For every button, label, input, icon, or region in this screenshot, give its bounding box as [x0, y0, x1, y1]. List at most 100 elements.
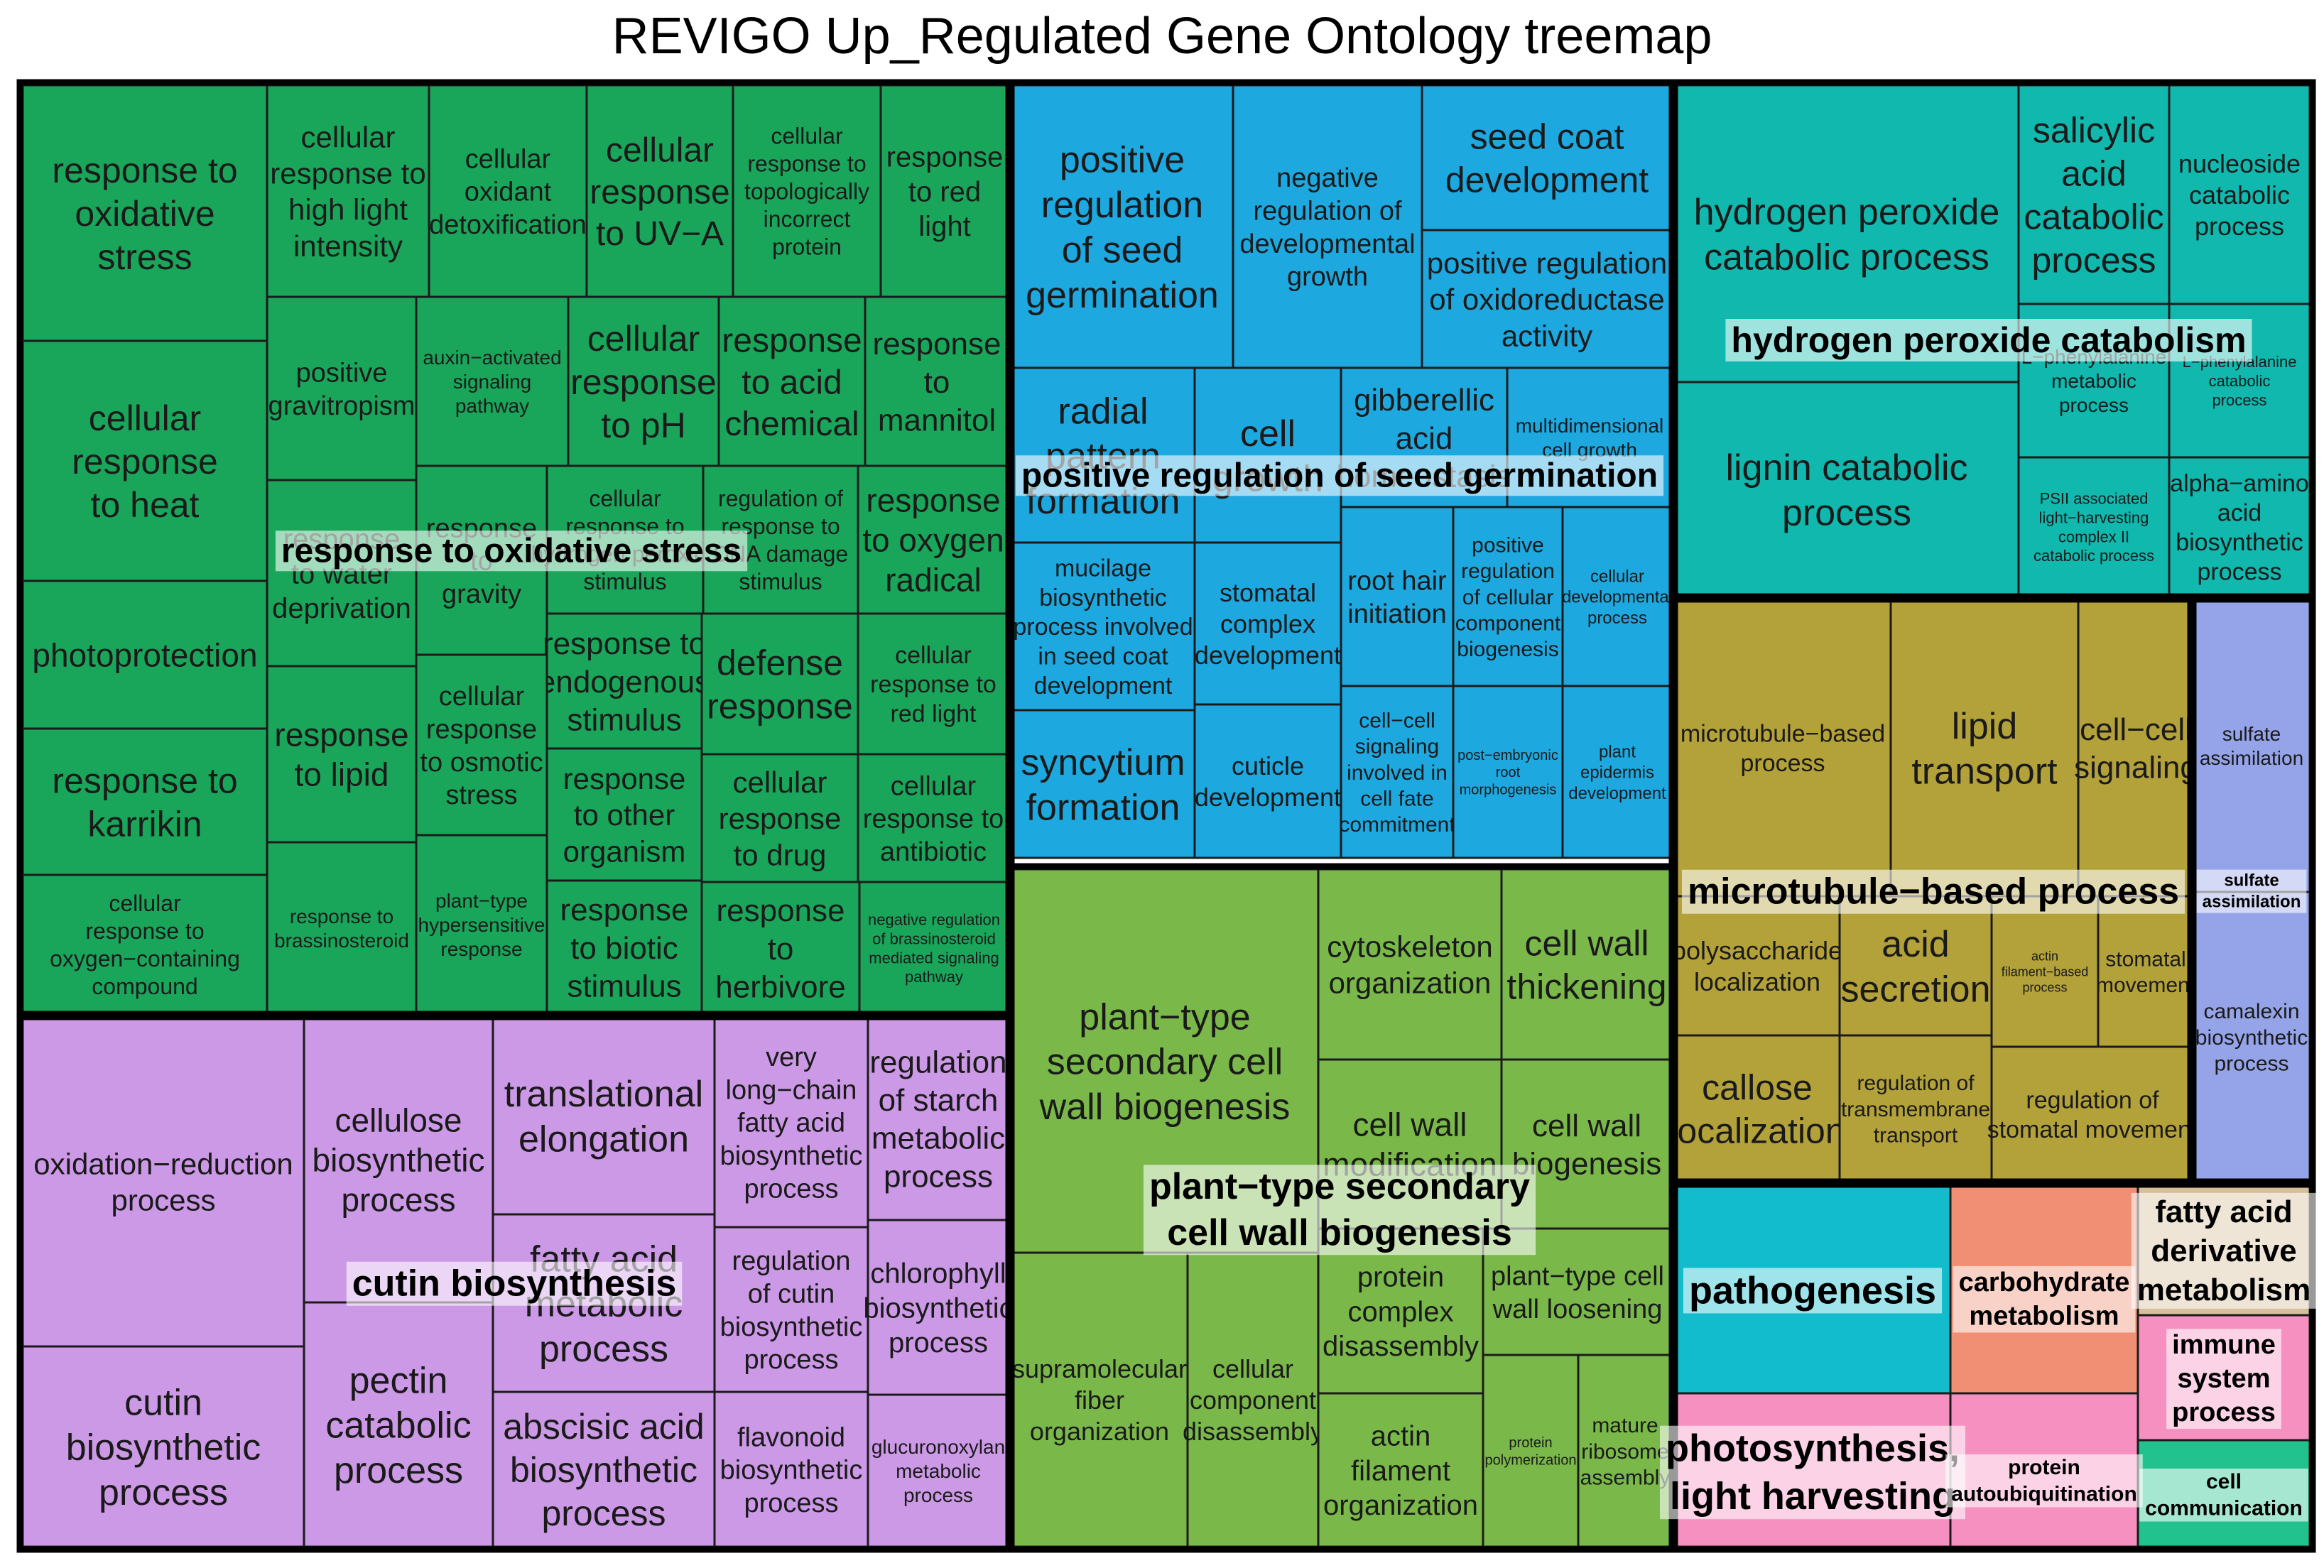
- cell-label-response-to-oxidative-stress: response to oxidative stress: [52, 151, 237, 277]
- group-label-fatty-acid-derivative-metabolism: fatty acid derivative metabolism: [2137, 1194, 2311, 1307]
- cell-label-response-to-karrikin: response to karrikin: [52, 761, 237, 844]
- cell-glucuronoxylan-metabolic-process: [867, 1393, 1010, 1548]
- group-label-sulfate-assimilation: sulfate assimilation: [2203, 871, 2301, 912]
- cell-label-syncytium-formation: syncytium formation: [1021, 742, 1185, 828]
- group-label-backing: [2196, 869, 2307, 913]
- cell-label-response-to-acid-chemical: response to acid chemical: [722, 322, 862, 443]
- cell-label-very-long-chain-fatty-acid-biosynthetic-process: very long−chain fatty acid biosynthetic proc…: [720, 1042, 863, 1204]
- cell-label-callose-localization: callose localization: [1669, 1068, 1845, 1151]
- cell-chlorophyll-biosynthetic-process: [867, 1219, 1010, 1396]
- chart-title: REVIGO Up_Regulated Gene Ontology treema…: [612, 8, 1712, 65]
- cell-label-microtubule-based-process: microtubule−based process: [1680, 721, 1885, 777]
- group-label-backing: [2139, 1469, 2308, 1522]
- group-label-backing: [1015, 455, 1664, 496]
- cell-response-to-brassinosteroid: [266, 841, 418, 1016]
- cell-cell-cell-signaling: [2077, 598, 2195, 898]
- cell-cutin-biosynthetic-process: [21, 1345, 305, 1548]
- cell-lignin-catabolic-process: [1673, 381, 2020, 598]
- cell-cellular-response-to-uv-a: [585, 84, 734, 298]
- cell-label-cellular-response-to-antibiotic: cellular response to antibiotic: [863, 771, 1004, 867]
- cell-label-pectin-catabolic-process: pectin catabolic process: [325, 1360, 471, 1491]
- cell-label-cellular-response-to-heat: cellular response to heat: [72, 398, 218, 525]
- cell-label-negative-regulation-of-developmental-growth: negative regulation of developmental growth: [1239, 163, 1415, 292]
- cell-mucilage-biosynthetic-process-involved-in-seed-coat-development: [1010, 541, 1196, 712]
- cell-label-plant-type-cell-wall-loosening: plant−type cell wall loosening: [1491, 1262, 1664, 1324]
- cell-response-to-red-light: [879, 84, 1010, 298]
- cell-label-protein-complex-disassembly: protein complex disassembly: [1323, 1262, 1479, 1363]
- cell-label-sulfate-assimilation: sulfate assimilation: [2200, 723, 2303, 769]
- cell-label-response-to-biotic-stimulus: response to biotic stimulus: [560, 893, 688, 1003]
- cell-cellular-response-to-topologically-incorrect-protein: [732, 84, 882, 298]
- group-positive-regulation-of-seed-germination: positive regulation of seed germinationnega…: [1010, 84, 1673, 859]
- cell-label-plant-epidermis-development: plant epidermis development: [1568, 742, 1666, 803]
- cell-stomatal-movement: [2097, 895, 2195, 1048]
- cell-cellular-response-to-red-light: [857, 612, 1010, 756]
- group-label-backing: [1659, 1425, 1966, 1520]
- cell-translational-elongation: [492, 1016, 716, 1216]
- cell-label-cell-cell-signaling: cell−cell signaling: [2074, 712, 2198, 785]
- cell-label-alpha-amino-acid-biosynthetic-process: alpha−amino acid biosynthetic process: [2170, 470, 2309, 585]
- cell-response-to-lipid: [266, 665, 418, 844]
- cell-protein-complex-disassembly: [1317, 1227, 1484, 1395]
- cell-psii-associated-light-harvesting-complex-ii-catabolic-process: [2017, 456, 2171, 598]
- cell-label-response-to-red-light: response to red light: [886, 142, 1004, 243]
- cell-label-regulation-of-response-to-dna-damage-stimulus: regulation of response to DNA damage stimul…: [713, 486, 848, 594]
- group-label-immune-system-process: immune system process: [2172, 1330, 2276, 1427]
- cell-microtubule-based-process: [1673, 598, 1892, 898]
- group-cutin-biosynthesis: oxidation−reduction process cutin biosynthe…: [21, 1016, 1014, 1548]
- cell-label-positive-regulation-of-seed-germination: positive regulation of seed germination: [1026, 140, 1219, 316]
- cell-label-lipid-transport: lipid transport: [1911, 706, 2058, 792]
- cell-label-translational-elongation: translational elongation: [504, 1074, 703, 1160]
- group-label-pathogenesis: pathogenesis: [1689, 1269, 1936, 1312]
- cell-label-auxin-activated-signaling-pathway: auxin−activated signaling pathway: [423, 347, 561, 417]
- cell-label-stomatal-complex-development: stomatal complex development: [1195, 578, 1341, 670]
- group-response-to-oxidative-stress: response to oxidative stress cellular respon…: [21, 84, 1010, 1016]
- cell-label-cellular-response-to-drug: cellular response to drug: [719, 766, 842, 871]
- group-label-backing: [1953, 1265, 2136, 1333]
- group-label-cutin-biosynthesis: cutin biosynthesis: [352, 1263, 677, 1305]
- cell-label-cell-wall-thickening: cell wall thickening: [1506, 924, 1666, 1007]
- cell-regulation-of-stomatal-movement: [1990, 1045, 2195, 1183]
- cell-label-cellular-response-to-high-light-intensity: cellular response to high light intensity: [270, 120, 425, 263]
- cell-label-hydrogen-peroxide-catabolic-process: hydrogen peroxide catabolic process: [1694, 192, 2000, 278]
- cell-label-positive-regulation-of-oxidoreductase-activity: positive regulation of oxidoreductase acti…: [1427, 246, 1668, 352]
- cell-label-camalexin-biosynthetic-process: camalexin biosynthetic process: [2195, 1000, 2308, 1075]
- cell-cellulose-biosynthetic-process: [303, 1016, 494, 1304]
- cell-label-cell-wall-biogenesis: cell wall biogenesis: [1512, 1109, 1661, 1182]
- group-hydrogen-peroxide-catabolism: hydrogen peroxide catabolic process salicy…: [1673, 84, 2311, 598]
- cell-defense-response: [700, 612, 859, 756]
- cell-cellular-response-to-ph: [567, 295, 720, 467]
- cell-oxidation-reduction-process: [21, 1016, 305, 1348]
- cell-label-cellular-response-to-red-light: cellular response to red light: [870, 642, 997, 728]
- cell-label-oxidation-reduction-process: oxidation−reduction process: [33, 1148, 293, 1217]
- cell-label-cellular-response-to-topologically-incorrect-protein: cellular response to topologically incorrec…: [744, 123, 869, 259]
- group-label-backing: [1681, 869, 2185, 914]
- cell-label-actin-filament-based-process: actin filament−based process: [2002, 949, 2089, 995]
- cell-label-salicylic-acid-catabolic-process: salicylic acid catabolic process: [2024, 111, 2163, 281]
- cell-label-mucilage-biosynthetic-process-involved-in-seed-coat-development: mucilage biosynthetic process involved in s…: [1013, 555, 1193, 699]
- cell-label-lignin-catabolic-process: lignin catabolic process: [1725, 447, 1967, 533]
- cell-actin-filament-organization: [1317, 1392, 1484, 1548]
- cell-lipid-transport: [1889, 598, 2080, 898]
- cell-radial-pattern-formation: [1010, 366, 1196, 544]
- cell-label-supramolecular-fiber-organization: supramolecular fiber organization: [1012, 1354, 1187, 1446]
- cell-response-to-oxygen-radical: [857, 464, 1010, 615]
- cell-label-cell-cell-signaling-involved-in-cell-fate-commitment: cell−cell signaling involved in cell fate co…: [1339, 709, 1455, 837]
- cell-label-cellular-response-to-oxygen-containing-compound: cellular response to oxygen−containing comp…: [50, 891, 240, 999]
- cell-label-acid-secretion: acid secretion: [1841, 924, 1991, 1010]
- cell-label-mature-ribosome-assembly: mature ribosome assembly: [1580, 1414, 1671, 1489]
- cell-negative-regulation-of-brassinosteroid-mediated-signaling-pathway: [858, 881, 1010, 1016]
- group-label-backing: [2131, 1192, 2317, 1309]
- cell-cellular-response-to-heat: [21, 339, 268, 582]
- cell-plant-epidermis-development: [1561, 685, 1673, 859]
- cell-label-cellular-component-disassembly: cellular component disassembly: [1183, 1354, 1323, 1446]
- cell-supramolecular-fiber-organization: [1010, 1251, 1189, 1548]
- cell-syncytium-formation: [1010, 709, 1196, 859]
- cell-label-plant-type-hypersensitive-response: plant−type hypersensitive response: [418, 890, 545, 960]
- cell-label-response-to-brassinosteroid: response to brassinosteroid: [274, 905, 409, 952]
- cell-label-response-to-other-organism: response to other organism: [563, 762, 686, 868]
- group-label-backing: [1945, 1454, 2143, 1508]
- cell-label-cellular-developmental-process: cellular developmental process: [1562, 567, 1673, 628]
- group-label-protein-autoubiquitination: protein autoubiquitination: [1951, 1456, 2137, 1506]
